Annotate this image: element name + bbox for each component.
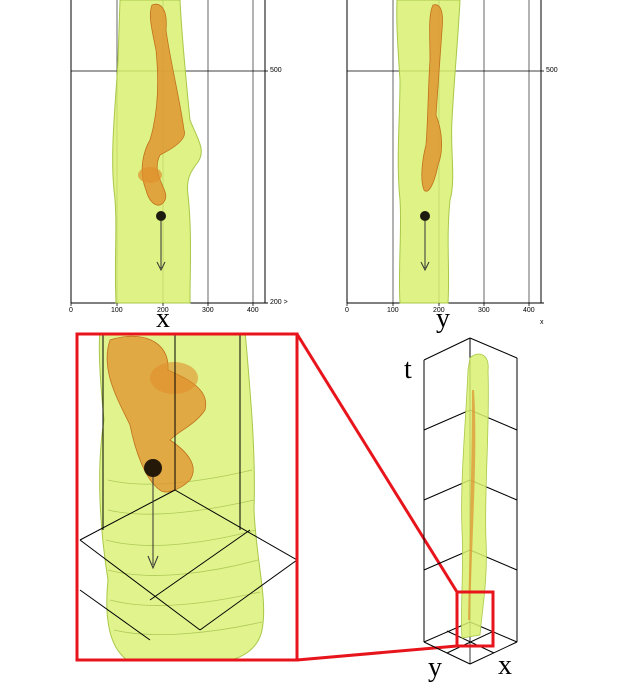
tick-extra: x [540,319,544,326]
tick-y-0: 0 [345,307,349,314]
tick-x-100: 100 [111,307,123,314]
tick-y-100: 100 [387,307,399,314]
tick-x-0: 0 [69,307,73,314]
xt-projection-panel: 0 100 200 300 400 200 > 500 x [0,0,300,334]
zoom-inset [75,332,299,662]
zoom-3d-figure [75,332,518,665]
tick-y-400: 400 [523,307,535,314]
tick-x-200: 200 [157,307,169,314]
zoom-and-3d-panel: t x y [0,330,639,691]
axis-label-3d-y: y [428,652,442,683]
tick-y-200: 200 [433,307,445,314]
axis-label-3d-x: x [498,650,512,681]
tick-y-500: 500 [546,67,558,74]
tracked-particle [420,211,430,221]
tracked-particle [144,459,162,477]
tick-y-300: 300 [478,307,490,314]
yt-projection-panel: 0 100 200 300 400 x 500 y [300,0,639,334]
vortex-tube-3d [461,353,489,639]
tick-x-400: 400 [247,307,259,314]
tick-x-300: 300 [202,307,214,314]
axis-label-x: x [156,303,170,334]
vortex-core [421,4,443,192]
axis-label-t: t [404,354,412,385]
zoom-marker [455,590,495,648]
tracked-particle [156,211,166,221]
tick-y-500: 500 [270,67,282,74]
yt-projection-plot [346,0,544,306]
vortex-core [141,3,185,206]
xt-projection-plot [70,0,268,306]
axis-label-y: y [436,303,450,334]
tick-extra: 200 > [270,299,288,306]
